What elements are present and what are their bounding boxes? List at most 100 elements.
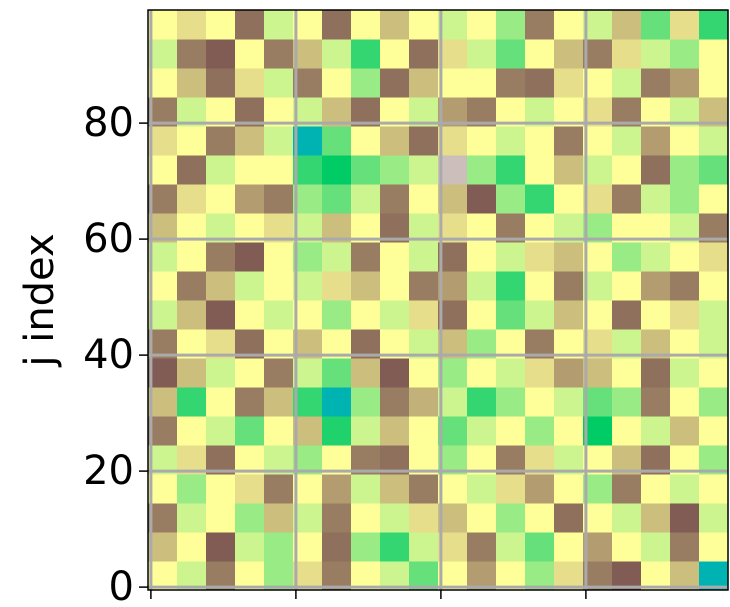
heatmap-cell: [409, 68, 439, 98]
heatmap-cell: [641, 68, 671, 98]
y-tick-label: 40: [83, 332, 134, 378]
heatmap-cell: [148, 300, 178, 330]
heatmap-cell: [351, 155, 381, 185]
heatmap-cell: [525, 532, 555, 562]
heatmap-cell: [293, 126, 323, 156]
heatmap-cell: [148, 387, 178, 417]
heatmap-cell: [525, 184, 555, 214]
heatmap-cell: [525, 68, 555, 98]
heatmap-cell: [148, 474, 178, 504]
heatmap-cell: [496, 561, 526, 591]
heatmap-cell: [612, 10, 642, 40]
y-tick-label: 60: [83, 216, 134, 262]
heatmap-cell: [380, 126, 410, 156]
heatmap-cell: [554, 184, 584, 214]
heatmap-cell: [699, 242, 729, 272]
heatmap-cell: [612, 68, 642, 98]
heatmap-cell: [206, 387, 236, 417]
heatmap-cell: [235, 126, 265, 156]
heatmap-cell: [206, 503, 236, 533]
heatmap-cell: [148, 155, 178, 185]
heatmap-cell: [380, 68, 410, 98]
heatmap-cell: [351, 503, 381, 533]
heatmap-cell: [380, 358, 410, 388]
heatmap-cell: [409, 213, 439, 243]
heatmap-cell: [467, 242, 497, 272]
heatmap-cell: [380, 300, 410, 330]
heatmap-cell: [554, 97, 584, 127]
heatmap-cell: [177, 184, 207, 214]
heatmap-cell: [525, 213, 555, 243]
heatmap-cell: [467, 532, 497, 562]
heatmap-cell: [438, 213, 468, 243]
heatmap-cell: [148, 532, 178, 562]
heatmap-cell: [699, 358, 729, 388]
heatmap-cell: [438, 155, 468, 185]
heatmap-cell: [554, 416, 584, 446]
heatmap-cell: [351, 387, 381, 417]
heatmap-cell: [177, 445, 207, 475]
heatmap-cell: [670, 155, 700, 185]
heatmap-cell: [641, 10, 671, 40]
heatmap-cell: [699, 329, 729, 359]
heatmap-cell: [525, 155, 555, 185]
heatmap-cell: [641, 184, 671, 214]
heatmap-cell: [177, 561, 207, 591]
heatmap-cell: [235, 271, 265, 301]
heatmap-cell: [177, 300, 207, 330]
heatmap-cell: [525, 445, 555, 475]
heatmap-cell: [380, 213, 410, 243]
heatmap-cell: [177, 39, 207, 69]
heatmap-cell: [206, 329, 236, 359]
heatmap-cell: [467, 416, 497, 446]
heatmap-cell: [177, 213, 207, 243]
heatmap-cell: [554, 561, 584, 591]
heatmap-cell: [322, 242, 352, 272]
heatmap-cell: [293, 329, 323, 359]
heatmap-cell: [467, 184, 497, 214]
heatmap-cell: [264, 39, 294, 69]
heatmap-cell: [409, 10, 439, 40]
heatmap-cell: [235, 213, 265, 243]
heatmap-cell: [496, 39, 526, 69]
heatmap-cell: [235, 10, 265, 40]
heatmap-cell: [467, 213, 497, 243]
heatmap-cell: [177, 10, 207, 40]
heatmap-cell: [583, 358, 613, 388]
heatmap-cell: [612, 532, 642, 562]
heatmap-cell: [670, 242, 700, 272]
heatmap-cell: [699, 155, 729, 185]
heatmap-cell: [583, 329, 613, 359]
heatmap-cell: [293, 358, 323, 388]
heatmap-cell: [670, 329, 700, 359]
heatmap-cell: [496, 242, 526, 272]
heatmap-cell: [467, 329, 497, 359]
heatmap-cell: [264, 329, 294, 359]
heatmap-cell: [525, 416, 555, 446]
heatmap-cell: [525, 39, 555, 69]
heatmap-cell: [438, 358, 468, 388]
heatmap-cell: [641, 242, 671, 272]
heatmap-cell: [235, 155, 265, 185]
heatmap-cell: [177, 358, 207, 388]
heatmap-cell: [699, 97, 729, 127]
heatmap-cell: [612, 242, 642, 272]
heatmap-cell: [409, 155, 439, 185]
heatmap-cell: [641, 474, 671, 504]
heatmap-cell: [496, 329, 526, 359]
heatmap-cell: [322, 416, 352, 446]
heatmap-cell: [699, 68, 729, 98]
heatmap-cell: [438, 271, 468, 301]
heatmap-cell: [467, 155, 497, 185]
heatmap-cell: [351, 474, 381, 504]
heatmap-cell: [670, 68, 700, 98]
heatmap-cell: [438, 474, 468, 504]
heatmap-cell: [351, 271, 381, 301]
heatmap-cell: [525, 271, 555, 301]
heatmap-cell: [554, 155, 584, 185]
heatmap-cell: [583, 387, 613, 417]
heatmap-cell: [467, 561, 497, 591]
heatmap-cell: [467, 474, 497, 504]
heatmap-cell: [264, 271, 294, 301]
heatmap-cell: [293, 532, 323, 562]
